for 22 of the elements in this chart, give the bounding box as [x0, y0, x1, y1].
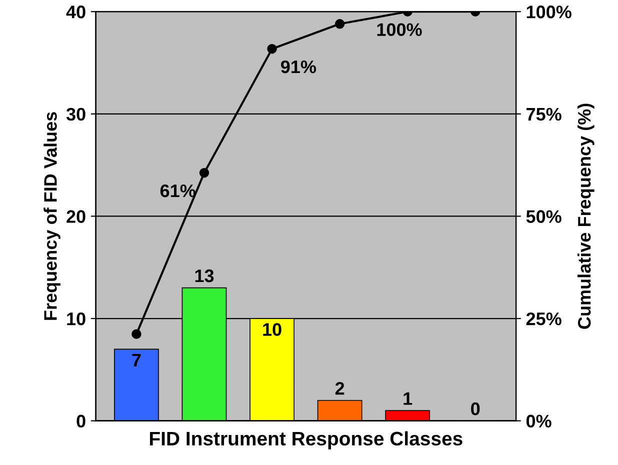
y-tick-label: 0 — [76, 414, 86, 428]
data-label: 1 — [404, 392, 412, 405]
data-label: 13 — [195, 269, 214, 282]
data-label: 91% — [280, 60, 316, 74]
data-label: 7 — [132, 354, 141, 366]
y-tick-label: 40 — [66, 6, 86, 18]
y-tick-label: 10 — [67, 312, 86, 326]
y-tick-label: 30 — [66, 108, 86, 121]
data-label: 61% — [160, 184, 196, 198]
x-axis-title: FID Instrument Response Classes — [150, 431, 462, 450]
data-label: 100% — [377, 23, 422, 36]
data-label: 0 — [471, 402, 480, 416]
y-tick-label: 20 — [66, 210, 86, 223]
y2-tick-label: 75% — [526, 108, 562, 121]
y2-axis-title: Cumulative Frequency (%) — [577, 104, 594, 329]
y2-tick-label: 25% — [526, 312, 562, 326]
y-axis-title: Frequency of FID Values — [44, 112, 60, 320]
y2-tick-label: 100% — [526, 6, 572, 18]
y2-tick-label: 0% — [526, 414, 552, 428]
y2-tick-label: 50% — [526, 210, 562, 223]
data-label: 10 — [263, 323, 282, 336]
data-label: 2 — [335, 382, 344, 395]
